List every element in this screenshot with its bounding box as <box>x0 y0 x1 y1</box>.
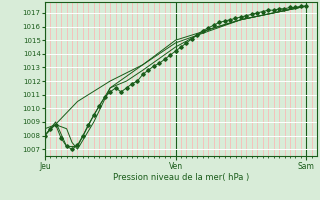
X-axis label: Pression niveau de la mer( hPa ): Pression niveau de la mer( hPa ) <box>113 173 249 182</box>
